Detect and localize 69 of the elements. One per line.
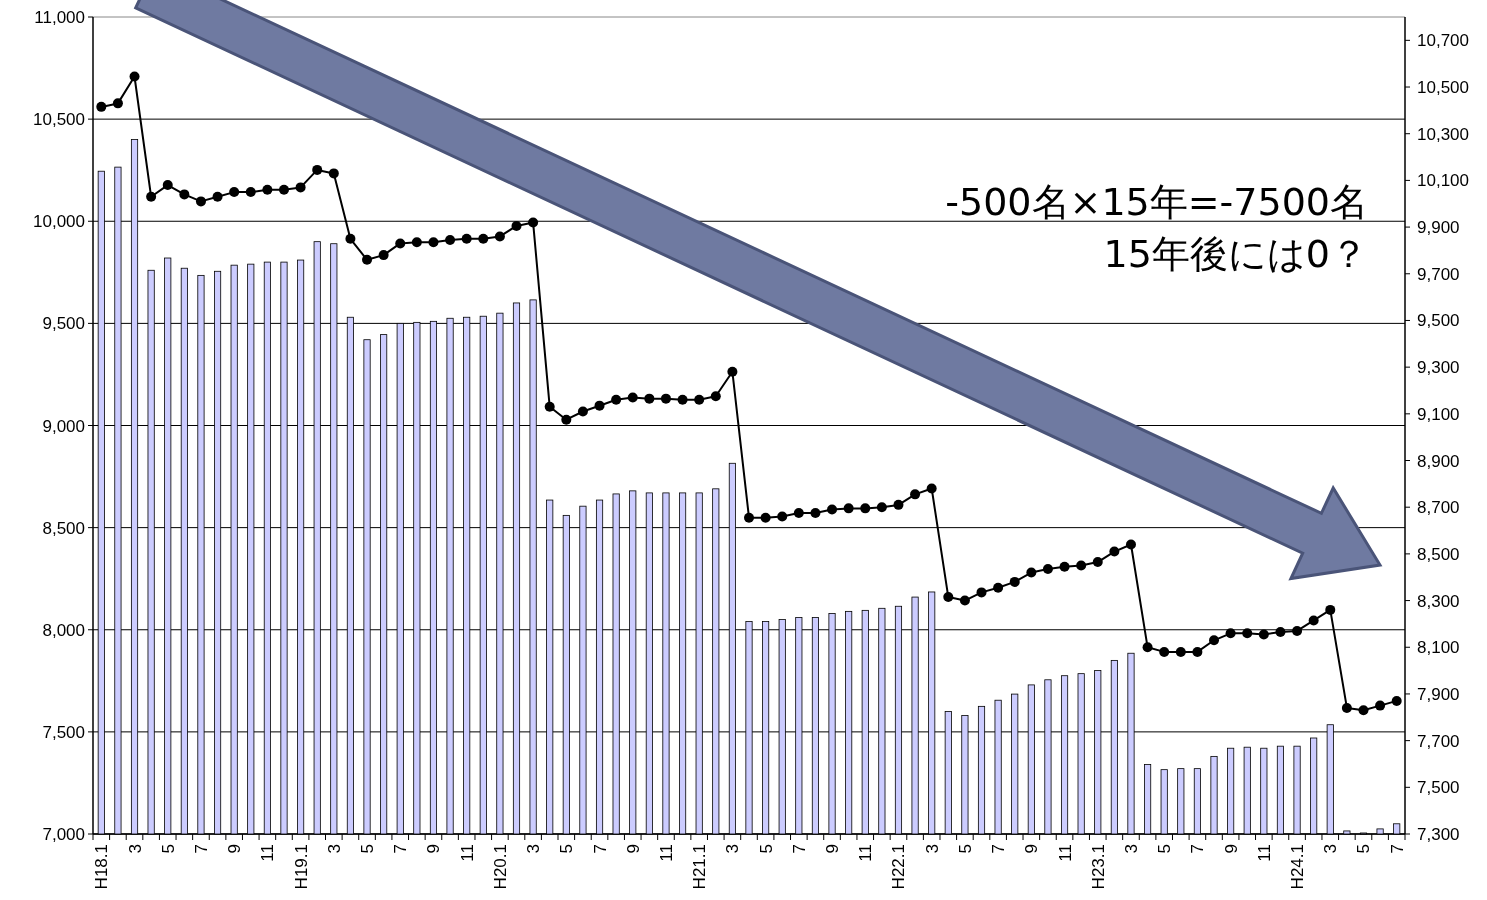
x-tick-label: 9 [1221,844,1241,854]
x-tick-label: 5 [1354,844,1374,854]
x-tick-label: H19.1 [291,844,311,890]
x-tick-label: 5 [158,844,178,854]
x-tick-label: 7 [1387,844,1407,854]
y2-tick-label: 10,700 [1417,31,1469,51]
x-tick-label: 11 [258,844,278,862]
x-tick-label: 3 [723,844,743,854]
y-tick-label: 7,000 [42,825,85,844]
x-tick-label: H22.1 [889,844,909,890]
x-tick-label: 3 [922,844,942,854]
x-tick-label: H21.1 [690,844,710,890]
y-tick-label: 7,500 [42,722,85,742]
y-tick-label: 9,500 [42,314,85,334]
y2-tick-label: 9,300 [1417,358,1460,378]
y2-tick-label: 8,300 [1417,591,1460,611]
y2-tick-label: 9,900 [1417,218,1460,238]
x-tick-label: 9 [623,844,643,854]
x-tick-label: 5 [1155,844,1175,854]
y-tick-label: 8,000 [42,620,85,640]
x-tick-label: 7 [391,844,411,854]
y2-tick-label: 7,500 [1417,778,1460,798]
x-tick-label: 5 [756,844,776,854]
x-tick-label: 11 [856,844,876,862]
x-tick-label: 5 [358,844,378,854]
x-tick-label: 7 [789,844,809,854]
y2-tick-label: 9,500 [1417,311,1460,331]
y2-tick-label: 9,700 [1417,264,1460,284]
x-tick-label: 9 [823,844,843,854]
y-tick-label: 10,500 [33,110,85,130]
y2-tick-label: 8,700 [1417,498,1460,518]
y2-tick-label: 10,500 [1417,78,1469,98]
y-tick-label: 11,000 [34,8,85,27]
x-tick-label: H24.1 [1288,844,1308,890]
x-tick-label: 9 [1022,844,1042,854]
x-tick-label: H20.1 [490,844,510,890]
x-tick-label: 7 [989,844,1009,854]
x-tick-label: H23.1 [1088,844,1108,890]
x-tick-label: 3 [524,844,544,854]
x-tick-label: H18.1 [92,844,112,890]
y2-tick-label: 7,900 [1417,684,1460,704]
y2-tick-label: 8,100 [1417,638,1460,658]
x-tick-label: 7 [191,844,211,854]
x-tick-label: 11 [656,844,676,862]
y2-tick-label: 7,300 [1417,825,1460,844]
x-tick-label: 5 [557,844,577,854]
y2-tick-label: 10,300 [1417,124,1469,144]
x-tick-label: 3 [1121,844,1141,854]
y-tick-label: 8,500 [42,518,85,538]
y2-tick-label: 10,100 [1417,171,1469,191]
y-tick-label: 10,000 [33,212,85,232]
x-tick-label: 5 [955,844,975,854]
y2-tick-label: 8,500 [1417,544,1460,564]
x-tick-label: 3 [125,844,145,854]
x-tick-label: 7 [1188,844,1208,854]
x-tick-label: 11 [1055,844,1075,862]
x-tick-label: 11 [1254,844,1274,862]
x-tick-label: 3 [1321,844,1341,854]
x-tick-label: 11 [457,844,477,862]
x-tick-label: 3 [324,844,344,854]
y2-tick-label: 7,700 [1417,731,1460,751]
x-tick-label: 7 [590,844,610,854]
y-tick-label: 9,000 [42,416,85,436]
annotation: -500名×15年=-7500名 [945,180,1368,224]
x-tick-label: 9 [424,844,444,854]
x-tick-label: 9 [225,844,245,854]
y2-tick-label: 8,900 [1417,451,1460,471]
annotation: 15年後には0？ [1103,232,1368,276]
y2-tick-label: 9,100 [1417,404,1460,424]
